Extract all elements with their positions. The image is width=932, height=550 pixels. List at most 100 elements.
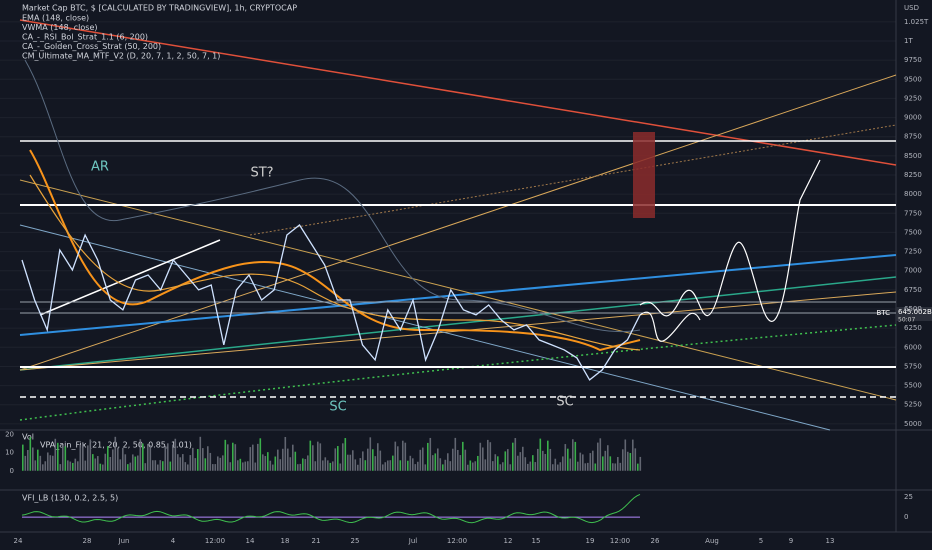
volume-bar: [324, 457, 327, 471]
x-tick-label: 15: [532, 537, 541, 545]
volume-bar: [544, 454, 547, 471]
volume-bar: [212, 464, 214, 471]
volume-bar: [404, 442, 407, 471]
y-tick-label: 8000: [904, 190, 922, 198]
y-tick-label: 8500: [904, 152, 922, 160]
x-tick-label: Jul: [408, 537, 418, 545]
volume-bar: [304, 459, 307, 471]
volume-bar: [42, 464, 44, 471]
volume-bar: [54, 438, 57, 471]
volume-bar: [597, 442, 599, 471]
vfi-tick-label: 25: [904, 493, 913, 501]
volume-bar: [64, 446, 67, 471]
volume-bar: [277, 449, 279, 471]
volume-bar: [22, 444, 24, 471]
y-tick-label: 6750: [904, 286, 922, 294]
volume-bar: [192, 447, 194, 471]
volume-bar: [252, 444, 254, 471]
x-tick-label: Aug: [705, 537, 719, 545]
volume-bar: [487, 439, 489, 471]
trend-line: [19, 179, 897, 401]
x-tick-label: 24: [14, 537, 23, 545]
volume-bar: [479, 442, 482, 471]
volume-bar: [159, 460, 162, 471]
volume-bar: [364, 460, 367, 471]
volume-bar: [339, 463, 342, 471]
price-value: 645.002B: [898, 308, 932, 316]
x-tick-label: 5: [759, 537, 763, 545]
volume-bar: [279, 459, 282, 471]
volume-bar: [302, 458, 304, 471]
volume-bar: [524, 457, 527, 471]
volume-bar: [589, 453, 592, 471]
volume-bar: [609, 456, 612, 471]
volume-tick-label: 0: [10, 467, 14, 475]
y-tick-label: 6250: [904, 324, 922, 332]
volume-bar: [409, 455, 412, 471]
axis-unit: USD: [904, 4, 919, 12]
volume-bar: [352, 450, 354, 471]
volume-bar: [569, 458, 572, 471]
volume-bar: [334, 448, 337, 471]
volume-bar: [227, 444, 229, 471]
price-line: [21, 224, 641, 381]
volume-bar: [162, 461, 164, 471]
volume-bar: [99, 463, 102, 471]
volume-bar: [579, 452, 582, 471]
volume-bar: [52, 455, 54, 471]
volume-bar: [119, 459, 122, 471]
volume-bar: [244, 461, 247, 471]
volume-bar: [282, 448, 284, 471]
volume-bar: [549, 448, 552, 471]
volume-bar: [517, 455, 519, 471]
price-countdown: 50:07: [898, 317, 915, 324]
volume-bar: [612, 463, 614, 471]
volume-bar: [504, 451, 507, 471]
volume-bar: [49, 455, 52, 471]
indicator-label: VWMA (148, close): [22, 23, 98, 32]
volume-bar: [519, 452, 522, 471]
volume-bar: [114, 436, 117, 471]
volume-bar: [619, 462, 622, 471]
x-tick-label: 18: [281, 537, 290, 545]
volume-bar: [372, 449, 374, 471]
volume-bar: [394, 441, 397, 471]
volume-bar: [402, 440, 404, 471]
volume-bar: [532, 455, 534, 471]
volume-bar: [172, 444, 174, 471]
volume-bar: [522, 446, 524, 471]
volume-bar: [374, 456, 377, 471]
volume-bar: [287, 448, 289, 471]
volume-bar: [614, 463, 617, 471]
volume-bar: [542, 450, 544, 471]
volume-bar: [72, 462, 74, 471]
volume-bar: [502, 462, 504, 471]
volume-bar: [377, 443, 379, 471]
volume-bar: [574, 441, 577, 471]
volume-bar: [509, 464, 512, 471]
volume-bar: [97, 456, 99, 471]
volume-bar: [602, 456, 604, 471]
volume-bar: [62, 445, 64, 471]
indicator-label: CM_Ultimate_MA_MTF_V2 (D, 20, 7, 1, 2, 5…: [22, 52, 220, 61]
y-tick-label: 6500: [904, 305, 922, 313]
volume-bar: [624, 439, 627, 471]
annotation: SC: [556, 395, 573, 410]
x-tick-label: 13: [826, 537, 835, 545]
volume-bar: [102, 464, 104, 471]
trend-line: [19, 224, 831, 431]
volume-bar: [267, 452, 269, 471]
volume-bar: [164, 445, 167, 471]
volume-bar: [139, 439, 142, 471]
x-tick-label: 26: [651, 537, 660, 545]
volume-bar: [482, 447, 484, 471]
volume-bar: [179, 457, 182, 471]
volume-bar: [87, 445, 89, 471]
volume-bar: [412, 458, 414, 471]
volume-bar: [117, 447, 119, 471]
volume-bar: [69, 461, 72, 471]
volume-bar: [197, 449, 199, 471]
volume-bar: [594, 463, 597, 471]
volume-bar: [47, 452, 49, 471]
